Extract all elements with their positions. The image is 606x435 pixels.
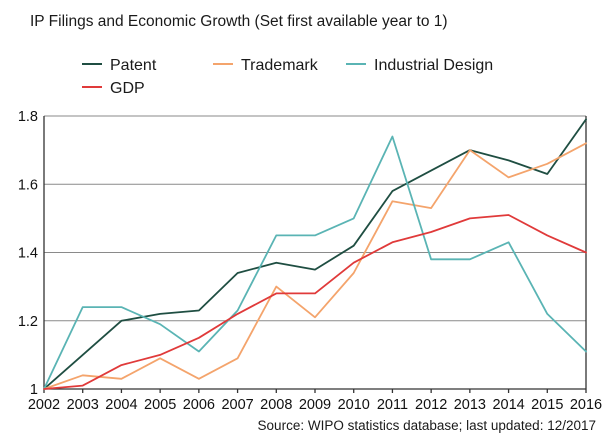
y-tick-label: 1.8 bbox=[18, 109, 38, 125]
x-tick-label: 2010 bbox=[338, 397, 370, 413]
series-line-industrial-design bbox=[43, 135, 587, 390]
y-tick-label: 1.6 bbox=[18, 177, 38, 193]
series-line-gdp bbox=[43, 214, 587, 390]
y-tick-label: 1.2 bbox=[18, 314, 38, 330]
source-note: Source: WIPO statistics database; last u… bbox=[258, 418, 596, 433]
x-tick-label: 2009 bbox=[299, 397, 331, 413]
x-tick-label: 2016 bbox=[570, 397, 602, 413]
x-tick-label: 2006 bbox=[183, 397, 215, 413]
legend: Patent Trademark Industrial Design GDP bbox=[82, 57, 493, 97]
legend-label-industrial-design: Industrial Design bbox=[374, 57, 493, 74]
x-tick-label: 2003 bbox=[67, 397, 99, 413]
x-tick-label: 2008 bbox=[260, 397, 292, 413]
x-tick-label: 2015 bbox=[531, 397, 563, 413]
series-line-trademark bbox=[43, 142, 587, 390]
series-lines bbox=[43, 118, 587, 390]
y-tick-label: 1.4 bbox=[18, 246, 38, 262]
x-tick-label: 2012 bbox=[415, 397, 447, 413]
x-tick-label: 2004 bbox=[105, 397, 137, 413]
legend-label-patent: Patent bbox=[110, 57, 157, 74]
gridlines bbox=[44, 115, 586, 322]
x-tick-label: 2011 bbox=[377, 397, 408, 413]
y-tick-label: 1 bbox=[30, 382, 38, 398]
x-tick-label: 2013 bbox=[454, 397, 486, 413]
x-tick-label: 2014 bbox=[492, 397, 524, 413]
x-tick-label: 2007 bbox=[221, 397, 253, 413]
x-tick-label: 2005 bbox=[144, 397, 176, 413]
legend-label-gdp: GDP bbox=[110, 80, 145, 97]
chart-title: IP Filings and Economic Growth (Set firs… bbox=[30, 13, 448, 30]
x-axis-ticks: 2002 2003 2004 2005 2006 2007 2008 2009 2010 2011… bbox=[28, 389, 602, 413]
series-line-patent bbox=[43, 118, 587, 390]
x-tick-label: 2002 bbox=[28, 397, 60, 413]
legend-label-trademark: Trademark bbox=[241, 57, 319, 74]
y-axis-ticks: 1 1.2 1.4 1.6 1.8 bbox=[18, 109, 38, 398]
